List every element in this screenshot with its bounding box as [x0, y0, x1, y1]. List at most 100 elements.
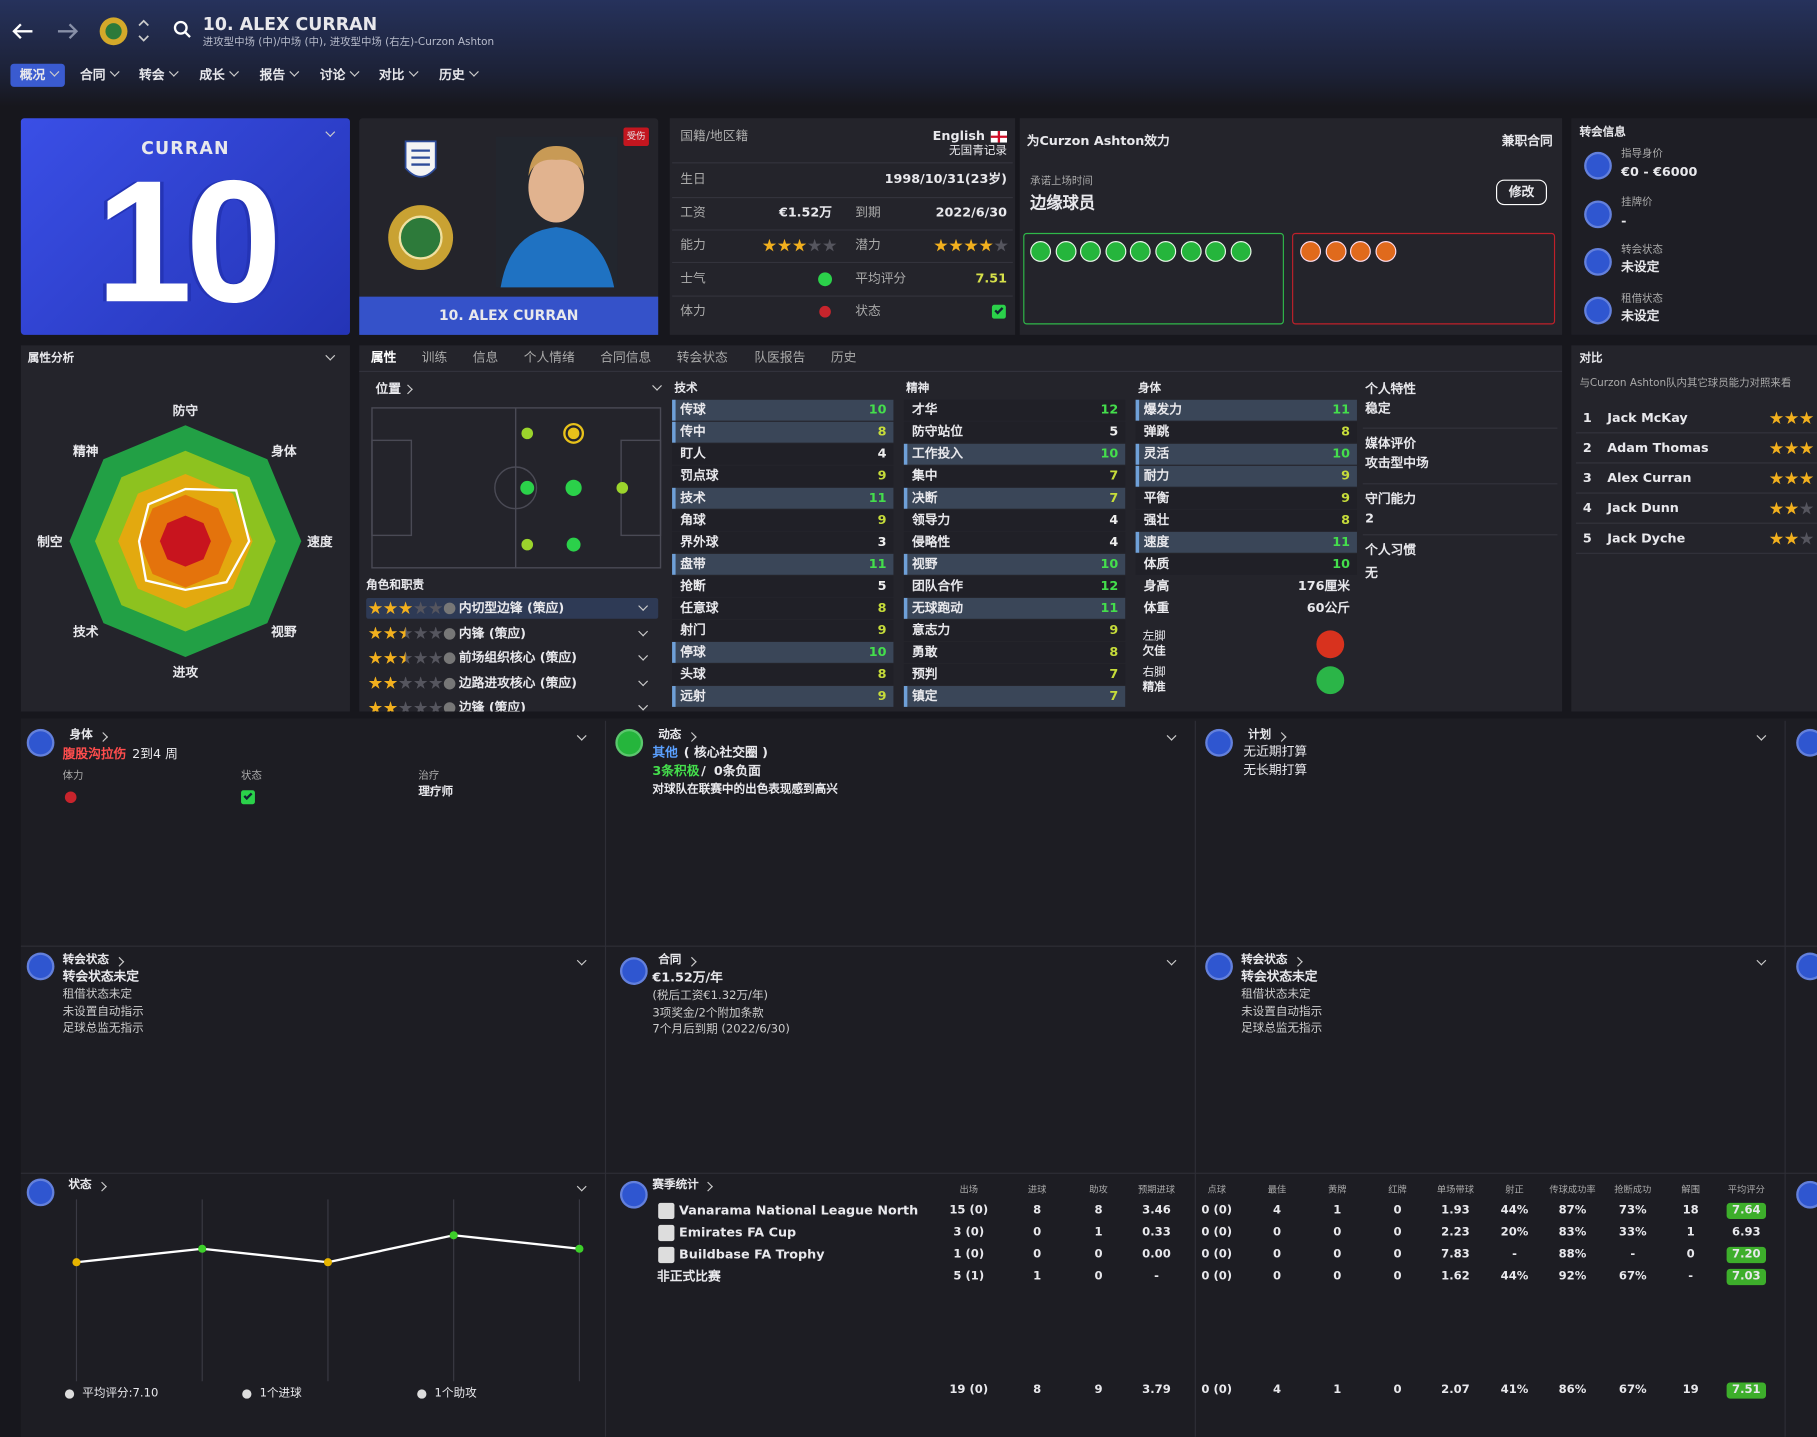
attribute-name: 工作投入 [911, 446, 963, 462]
attribute-row [672, 443, 894, 465]
attribute-row [672, 465, 894, 487]
label: 租借状态 [1621, 293, 1663, 305]
column-header: 出场 [959, 1184, 979, 1195]
panel-icon [26, 952, 55, 981]
label: 指导身价 [1621, 148, 1663, 160]
nav-tab[interactable]: 报告 [259, 67, 286, 83]
stat-cell: 9 [1094, 1383, 1103, 1397]
attribute-value: 10 [1332, 446, 1351, 462]
divider [1194, 720, 1196, 1437]
stat-cell: - [1512, 1248, 1517, 1261]
nav-tab[interactable]: 概况 [19, 67, 46, 83]
label: 工资 [680, 205, 706, 221]
attribute-row [903, 509, 1126, 531]
radar-axis-label: 技术 [73, 624, 99, 640]
star [429, 601, 443, 615]
star [1799, 441, 1814, 455]
check-mark [994, 305, 1004, 315]
panel-icon [26, 728, 55, 757]
competition: Emirates FA Cup [679, 1224, 797, 1240]
attribute-name: 勇敢 [911, 644, 938, 660]
panel-title: 赛季统计 [652, 1178, 699, 1192]
attribute-name: 身高 [1143, 578, 1170, 594]
sub-tab[interactable]: 信息 [472, 349, 499, 366]
attribute-value: 5 [877, 578, 887, 594]
attribute-name: 界外球 [680, 534, 719, 550]
stat-cell: 0 (0) [1201, 1248, 1233, 1261]
sub-tab[interactable]: 队医报告 [754, 349, 806, 366]
attribute-value: 4 [1109, 534, 1119, 550]
stat-cell: 0 (0) [1201, 1203, 1233, 1217]
panel-icon [619, 1180, 648, 1209]
attribute-name: 决断 [911, 490, 938, 506]
rating: 7.03 [1732, 1270, 1761, 1283]
panel-icon [1796, 1180, 1817, 1209]
headline: 转会状态未定 [62, 968, 140, 984]
attribute-row [672, 597, 894, 619]
nav-tab[interactable]: 对比 [378, 67, 405, 83]
nav-tab[interactable]: 合同 [79, 67, 106, 83]
nav-tab[interactable]: 转会 [139, 67, 165, 83]
sub-tab[interactable]: 转会状态 [676, 349, 728, 366]
row-divider [672, 196, 1013, 199]
nav-tab[interactable]: 历史 [439, 67, 465, 83]
attribute-name: 强壮 [1143, 512, 1170, 528]
column-header: 最佳 [1267, 1184, 1287, 1195]
attribute-name: 罚点球 [680, 468, 719, 484]
average-rating: 7.51 [975, 271, 1007, 287]
nav-tab[interactable]: 成长 [199, 67, 225, 83]
sub-tab[interactable]: 历史 [830, 349, 857, 366]
player-name: 10. ALEX CURRAN [202, 13, 378, 35]
nav-tab[interactable]: 讨论 [319, 67, 346, 83]
sub-tab[interactable]: 训练 [421, 349, 448, 366]
morale-icon [818, 272, 833, 287]
stat-cell: 33% [1618, 1226, 1647, 1239]
stat-cell: 2.23 [1441, 1226, 1470, 1239]
attribute-name: 体质 [1143, 556, 1170, 572]
stat-cell: 67% [1618, 1383, 1647, 1397]
rating: 7.64 [1732, 1203, 1761, 1217]
trait-label: 媒体评价 [1365, 435, 1417, 451]
star [413, 626, 428, 639]
stat-cell: 1 [1333, 1203, 1342, 1217]
attribute-name: 视野 [911, 556, 938, 572]
injury-badge [623, 127, 649, 147]
attribute-value: 11 [868, 556, 887, 572]
edit-button[interactable] [1496, 179, 1547, 206]
compare-stars [1769, 441, 1814, 456]
radar-axis-label: 防守 [172, 403, 199, 419]
divider [1575, 522, 1817, 524]
attribute-name: 集中 [911, 468, 938, 484]
divider [1362, 483, 1558, 485]
compare-stars [1769, 471, 1814, 486]
foot-label: 左脚 [1142, 630, 1166, 644]
attribute-name: 传中 [680, 424, 706, 440]
attribute-value: 9 [1341, 468, 1351, 484]
column-header: 点球 [1207, 1184, 1227, 1195]
divider [1575, 432, 1817, 434]
star [1784, 501, 1799, 515]
sub-tab[interactable]: 合同信息 [600, 349, 652, 366]
row-divider [672, 229, 1013, 231]
attribute-value: 60公斤 [1306, 600, 1351, 616]
attribute-name: 任意球 [680, 600, 719, 616]
sub-tab[interactable]: 属性 [370, 349, 397, 366]
negative-traits-box [1292, 232, 1556, 325]
sub-tab[interactable]: 个人情绪 [523, 349, 575, 366]
trait-value: 攻击型中场 [1365, 455, 1429, 471]
stat-cell: 67% [1618, 1270, 1647, 1283]
attribute-value: 7 [1109, 666, 1119, 682]
trait-icon [1155, 241, 1177, 262]
attribute-value: 9 [877, 468, 887, 484]
stat-cell: 41% [1500, 1383, 1529, 1397]
panel-title: 计划 [1248, 728, 1272, 742]
trait-value: 2 [1365, 511, 1374, 527]
rank: 2 [1582, 440, 1592, 456]
fitness-icon [819, 305, 831, 318]
attribute-value: 176厘米 [1297, 578, 1351, 594]
star [949, 238, 963, 252]
star [413, 601, 428, 615]
attribute-row [672, 531, 894, 553]
attribute-row [903, 487, 1126, 509]
